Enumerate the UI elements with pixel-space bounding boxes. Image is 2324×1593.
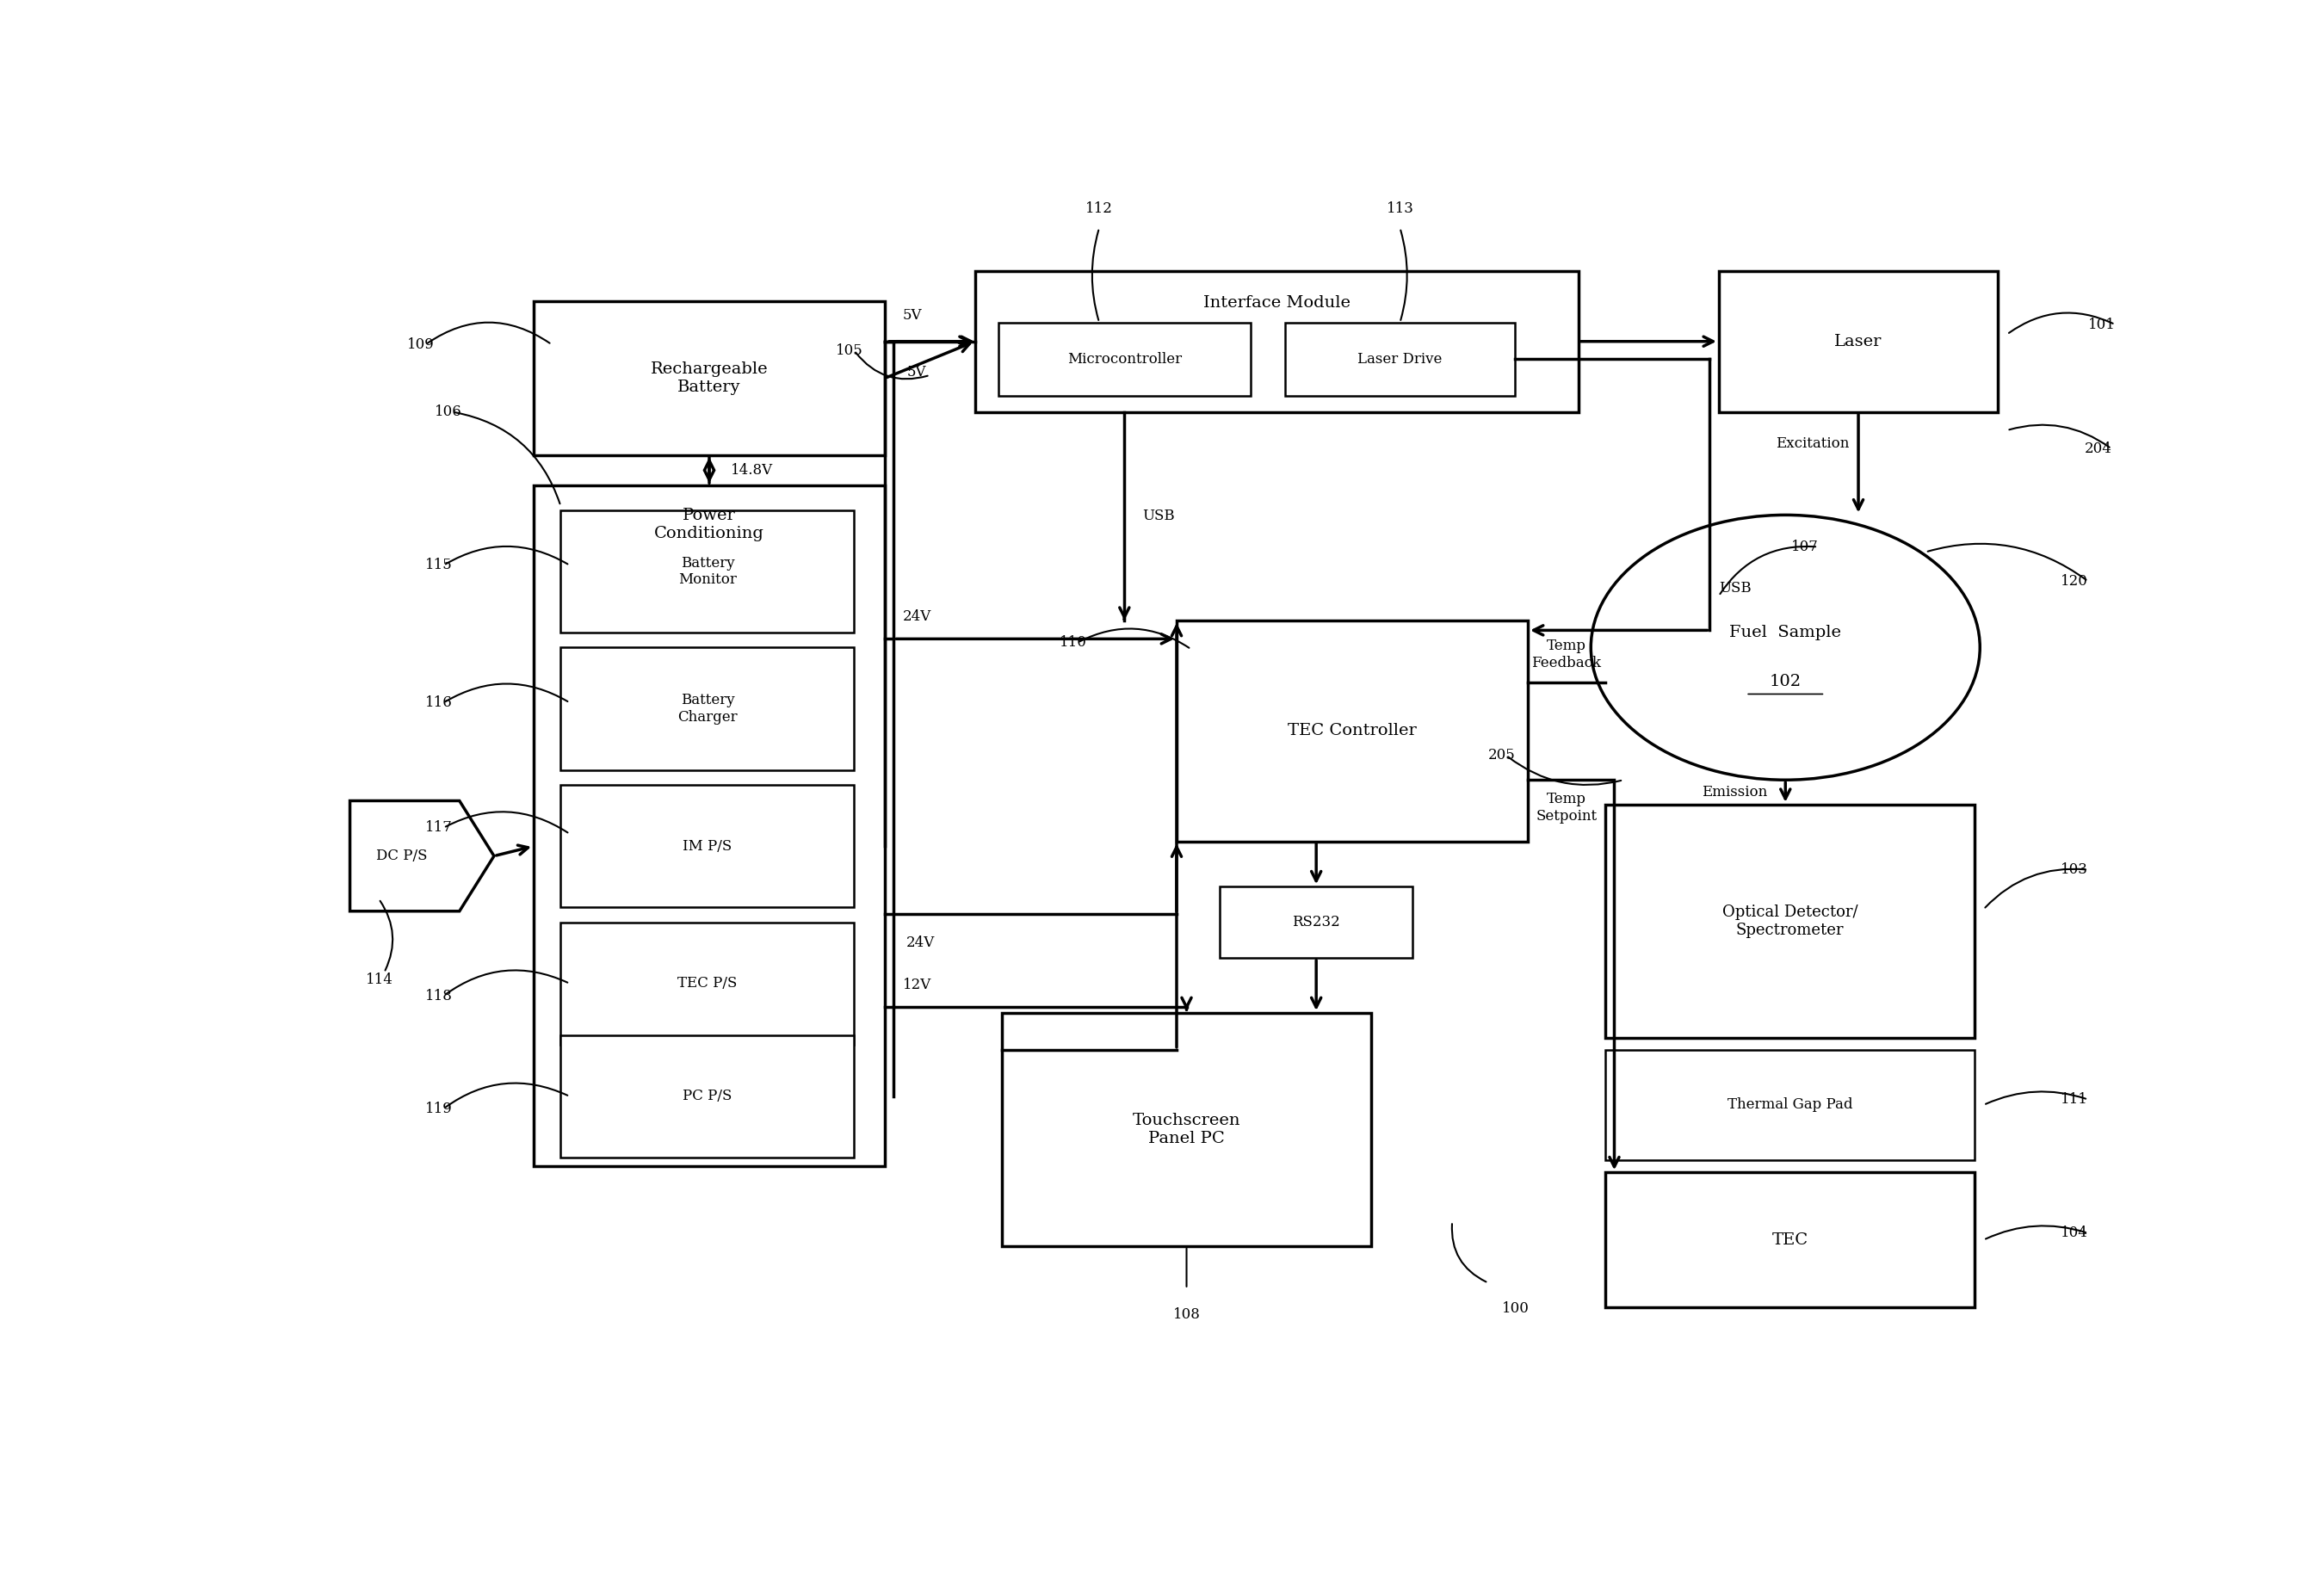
Text: 117: 117	[425, 820, 453, 835]
Text: Emission: Emission	[1701, 785, 1766, 800]
Text: 103: 103	[2061, 862, 2089, 878]
Text: 111: 111	[2061, 1093, 2089, 1107]
Text: 118: 118	[425, 989, 453, 1004]
Text: 24V: 24V	[906, 935, 934, 951]
Text: TEC Controller: TEC Controller	[1287, 723, 1418, 739]
Text: Microcontroller: Microcontroller	[1067, 352, 1181, 366]
Text: Battery
Monitor: Battery Monitor	[679, 556, 737, 588]
Text: 204: 204	[2085, 441, 2113, 456]
Text: Thermal Gap Pad: Thermal Gap Pad	[1727, 1098, 1852, 1112]
Text: IM P/S: IM P/S	[683, 840, 732, 854]
Text: Interface Module: Interface Module	[1204, 295, 1350, 311]
Text: 108: 108	[1174, 1308, 1199, 1322]
Bar	[1720, 271, 1999, 413]
Text: 112: 112	[1085, 201, 1113, 215]
Polygon shape	[351, 801, 495, 911]
Text: 102: 102	[1769, 674, 1801, 690]
Text: 12V: 12V	[902, 978, 932, 992]
Text: RS232: RS232	[1292, 914, 1341, 930]
Bar	[1606, 1172, 1975, 1308]
Text: Laser: Laser	[1834, 333, 1882, 349]
Text: 109: 109	[407, 338, 435, 352]
Text: Laser Drive: Laser Drive	[1357, 352, 1443, 366]
Bar	[560, 922, 855, 1045]
Text: 107: 107	[1792, 540, 1817, 554]
Text: PC P/S: PC P/S	[683, 1090, 732, 1104]
Bar	[535, 301, 885, 456]
Text: Touchscreen
Panel PC: Touchscreen Panel PC	[1132, 1114, 1241, 1147]
Text: 100: 100	[1501, 1301, 1529, 1316]
Text: DC P/S: DC P/S	[376, 849, 428, 863]
Text: 14.8V: 14.8V	[730, 464, 774, 478]
Text: Temp
Setpoint: Temp Setpoint	[1536, 792, 1597, 824]
Text: Optical Detector/
Spectrometer: Optical Detector/ Spectrometer	[1722, 905, 1857, 938]
Text: 106: 106	[435, 405, 462, 419]
Text: Fuel  Sample: Fuel Sample	[1729, 624, 1841, 640]
Text: 205: 205	[1487, 749, 1515, 763]
Bar	[999, 322, 1250, 397]
Text: 114: 114	[365, 972, 393, 988]
Bar	[1220, 887, 1413, 957]
Text: Battery
Charger: Battery Charger	[679, 693, 737, 725]
Bar	[560, 510, 855, 632]
Text: TEC: TEC	[1771, 1231, 1808, 1247]
Text: USB: USB	[1143, 508, 1176, 524]
Text: 110: 110	[1060, 636, 1088, 650]
Circle shape	[1592, 515, 1980, 781]
Text: Temp
Feedback: Temp Feedback	[1532, 639, 1601, 671]
Text: Excitation: Excitation	[1776, 436, 1850, 451]
Text: 5V: 5V	[906, 365, 925, 379]
Bar	[1176, 621, 1527, 841]
Text: Rechargeable
Battery: Rechargeable Battery	[651, 362, 767, 395]
Bar	[1606, 1050, 1975, 1160]
Text: 120: 120	[2061, 573, 2089, 588]
Text: 115: 115	[425, 558, 453, 572]
Text: USB: USB	[1720, 581, 1752, 596]
Text: 116: 116	[425, 695, 453, 710]
Bar	[1285, 322, 1515, 397]
Text: TEC P/S: TEC P/S	[679, 977, 737, 991]
Text: 105: 105	[837, 344, 862, 358]
Bar	[976, 271, 1578, 413]
Bar	[1002, 1013, 1371, 1246]
Text: 119: 119	[425, 1101, 453, 1117]
Bar	[535, 486, 885, 1166]
Bar	[560, 785, 855, 908]
Text: 5V: 5V	[902, 309, 923, 323]
Text: 24V: 24V	[902, 610, 932, 624]
Text: Power
Conditioning: Power Conditioning	[655, 508, 765, 542]
Text: 113: 113	[1385, 201, 1413, 215]
Text: 101: 101	[2087, 317, 2115, 331]
Bar	[560, 647, 855, 769]
Text: 104: 104	[2061, 1227, 2089, 1241]
Bar	[1606, 804, 1975, 1037]
Bar	[560, 1035, 855, 1158]
